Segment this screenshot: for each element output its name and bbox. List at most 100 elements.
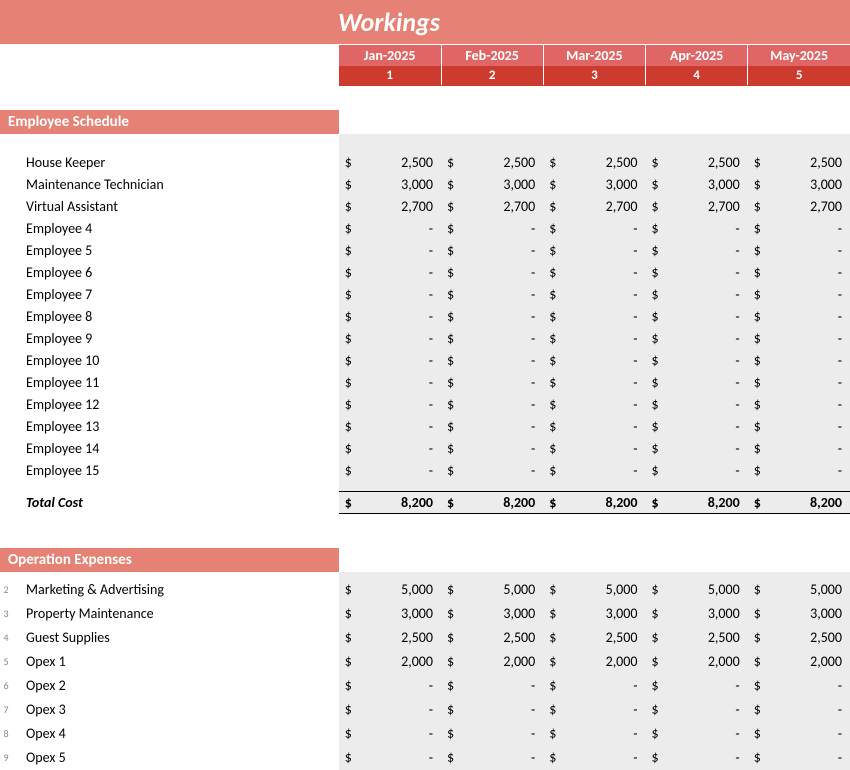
money-cell: $-	[645, 438, 747, 460]
row-label: Employee 11	[12, 372, 339, 394]
row-number: 4	[0, 626, 12, 650]
row-number	[0, 218, 12, 240]
money-cell: $5,000	[645, 578, 747, 602]
money-cell: $-	[441, 218, 543, 240]
row-label: Employee 13	[12, 416, 339, 438]
row-label: Employee 4	[12, 218, 339, 240]
money-cell: $-	[441, 284, 543, 306]
row-label: Opex 3	[12, 698, 339, 722]
money-cell: $-	[441, 722, 543, 746]
section-header-opex: Operation Expenses	[0, 548, 339, 572]
money-cell: $-	[543, 328, 645, 350]
row-label: Employee 14	[12, 438, 339, 460]
money-cell: $-	[748, 240, 850, 262]
money-cell: $-	[748, 722, 850, 746]
money-cell: $-	[441, 674, 543, 698]
money-cell: $-	[543, 262, 645, 284]
money-cell: $-	[339, 328, 441, 350]
money-cell: $-	[339, 416, 441, 438]
row-label: Virtual Assistant	[12, 196, 339, 218]
money-cell: $-	[748, 438, 850, 460]
section-header-employee: Employee Schedule	[0, 110, 339, 134]
money-cell: $3,000	[748, 174, 850, 196]
money-cell: $2,000	[543, 650, 645, 674]
money-cell: $-	[543, 394, 645, 416]
money-cell: $-	[543, 416, 645, 438]
total-cell: $8,200	[543, 492, 645, 514]
month-number: 3	[543, 66, 645, 86]
table-row: Employee 13$-$-$-$-$-	[0, 416, 850, 438]
row-number: 2	[0, 578, 12, 602]
row-label: Employee 10	[12, 350, 339, 372]
table-row: Employee 4$-$-$-$-$-	[0, 218, 850, 240]
row-number	[0, 284, 12, 306]
row-number: 3	[0, 602, 12, 626]
money-cell: $-	[748, 674, 850, 698]
money-cell: $-	[748, 372, 850, 394]
money-cell: $-	[645, 350, 747, 372]
money-cell: $-	[339, 698, 441, 722]
total-cell: $8,200	[748, 492, 850, 514]
money-cell: $-	[748, 306, 850, 328]
money-cell: $2,700	[339, 196, 441, 218]
money-cell: $3,000	[645, 174, 747, 196]
money-cell: $-	[441, 460, 543, 482]
row-number	[0, 306, 12, 328]
table-row: Virtual Assistant$2,700$2,700$2,700$2,70…	[0, 196, 850, 218]
money-cell: $-	[645, 306, 747, 328]
money-cell: $-	[645, 460, 747, 482]
row-number	[0, 196, 12, 218]
money-cell: $2,500	[645, 152, 747, 174]
money-cell: $-	[339, 240, 441, 262]
month-number: 4	[645, 66, 747, 86]
money-cell: $2,500	[441, 152, 543, 174]
row-number	[0, 240, 12, 262]
table-row: 6Opex 2$-$-$-$-$-	[0, 674, 850, 698]
money-cell: $-	[645, 416, 747, 438]
table-row: 4Guest Supplies$2,500$2,500$2,500$2,500$…	[0, 626, 850, 650]
row-label: Opex 5	[12, 746, 339, 770]
money-cell: $2,700	[748, 196, 850, 218]
money-cell: $-	[748, 350, 850, 372]
row-number: 6	[0, 674, 12, 698]
total-label: Total Cost	[12, 492, 339, 514]
table-row: House Keeper$2,500$2,500$2,500$2,500$2,5…	[0, 152, 850, 174]
table-row: Employee 5$-$-$-$-$-	[0, 240, 850, 262]
total-row: Total Cost $8,200 $8,200 $8,200 $8,200 $…	[0, 492, 850, 514]
row-label: Opex 2	[12, 674, 339, 698]
money-cell: $-	[441, 328, 543, 350]
money-cell: $-	[543, 438, 645, 460]
money-cell: $3,000	[748, 602, 850, 626]
money-cell: $2,500	[645, 626, 747, 650]
money-cell: $5,000	[748, 578, 850, 602]
money-cell: $-	[645, 394, 747, 416]
money-cell: $-	[441, 416, 543, 438]
money-cell: $-	[441, 240, 543, 262]
money-cell: $-	[748, 460, 850, 482]
month-number: 1	[339, 66, 441, 86]
money-cell: $-	[543, 674, 645, 698]
table-row: Employee 14$-$-$-$-$-	[0, 438, 850, 460]
money-cell: $-	[748, 328, 850, 350]
row-number	[0, 350, 12, 372]
row-label: Guest Supplies	[12, 626, 339, 650]
row-number	[0, 328, 12, 350]
money-cell: $3,000	[543, 174, 645, 196]
money-cell: $3,000	[441, 602, 543, 626]
row-number	[0, 416, 12, 438]
money-cell: $-	[339, 722, 441, 746]
row-label: Employee 8	[12, 306, 339, 328]
money-cell: $-	[543, 218, 645, 240]
workings-table: Jan-2025 Feb-2025 Mar-2025 Apr-2025 May-…	[0, 45, 850, 770]
table-row: 5Opex 1$2,000$2,000$2,000$2,000$2,000	[0, 650, 850, 674]
money-cell: $-	[543, 306, 645, 328]
money-cell: $-	[543, 372, 645, 394]
table-row: 7Opex 3$-$-$-$-$-	[0, 698, 850, 722]
money-cell: $-	[645, 240, 747, 262]
total-cell: $8,200	[339, 492, 441, 514]
table-row: Employee 10$-$-$-$-$-	[0, 350, 850, 372]
table-row: Employee 8$-$-$-$-$-	[0, 306, 850, 328]
money-cell: $-	[645, 698, 747, 722]
row-number	[0, 438, 12, 460]
row-label: Employee 7	[12, 284, 339, 306]
